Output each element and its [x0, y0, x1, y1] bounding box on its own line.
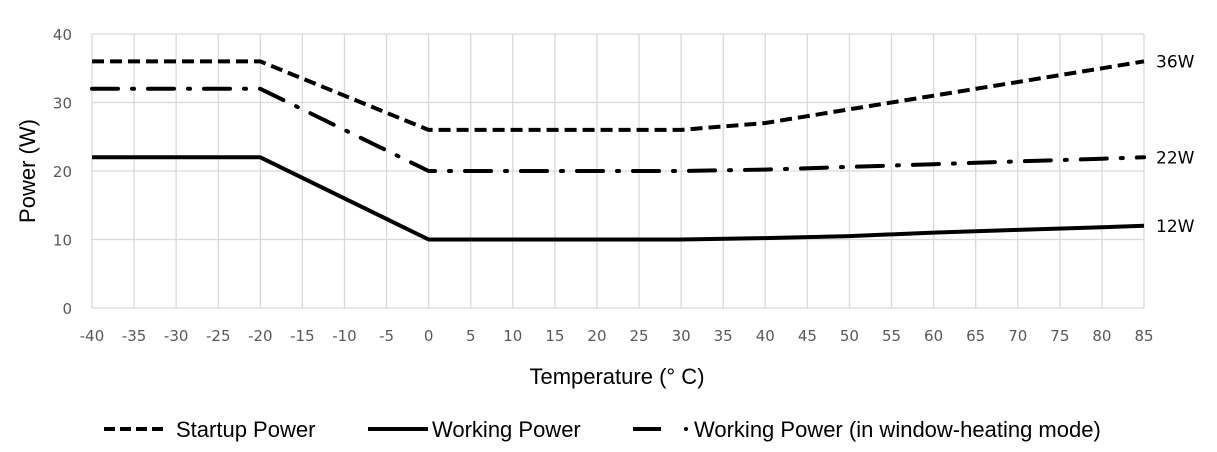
x-tick-label: 65 — [966, 327, 985, 345]
x-tick-label: 10 — [503, 327, 522, 345]
x-tick-label: 85 — [1134, 327, 1153, 345]
y-tick-label: 0 — [62, 300, 72, 318]
x-tick-label: 15 — [545, 327, 564, 345]
series-lines — [90, 59, 1146, 242]
x-tick-label: -35 — [122, 327, 147, 345]
x-axis-ticks: -40 -35 -30 -25 -20 -15 -10 -5 0 5 10 15 20 25 30 35 40 4… — [80, 327, 1154, 345]
x-tick-label: 60 — [924, 327, 943, 345]
legend-label: Startup Power — [176, 417, 315, 442]
legend-item: Startup Power — [104, 417, 315, 442]
x-tick-label: 30 — [672, 327, 691, 345]
x-tick-label: 0 — [424, 327, 434, 345]
x-tick-label: 40 — [756, 327, 775, 345]
y-tick-label: 30 — [53, 95, 72, 113]
x-tick-label: 75 — [1050, 327, 1069, 345]
end-value-label: 12W — [1156, 217, 1195, 237]
end-value-label: 22W — [1156, 148, 1195, 168]
x-tick-label: 45 — [798, 327, 817, 345]
x-tick-label: 5 — [466, 327, 476, 345]
legend: Startup Power Working Power Working Power … — [104, 417, 1101, 442]
x-axis-title: Temperature (° C) — [529, 364, 704, 389]
series-line-0 — [92, 59, 1145, 132]
series-line-1 — [92, 155, 1145, 242]
x-tick-label: -20 — [248, 327, 273, 345]
y-axis-ticks: 0 10 20 30 40 — [53, 26, 72, 318]
y-axis-title: Power (W) — [15, 119, 40, 223]
x-tick-label: 55 — [882, 327, 901, 345]
x-tick-label: 50 — [840, 327, 859, 345]
x-tick-label: -10 — [332, 327, 357, 345]
legend-label: Working Power (in window-heating mode) — [694, 417, 1101, 442]
x-tick-label: -40 — [80, 327, 105, 345]
y-tick-label: 40 — [53, 26, 72, 44]
end-value-label: 36W — [1156, 52, 1195, 72]
y-tick-label: 10 — [53, 232, 72, 250]
x-tick-label: 25 — [629, 327, 648, 345]
x-tick-label: -25 — [206, 327, 231, 345]
x-tick-label: 80 — [1092, 327, 1111, 345]
end-labels: 36W 12W 22W — [1156, 52, 1195, 236]
x-tick-label: 35 — [714, 327, 733, 345]
x-tick-label: -5 — [379, 327, 394, 345]
series-line-2 — [90, 86, 1146, 173]
legend-item: Working Power — [368, 417, 581, 442]
x-tick-label: -15 — [290, 327, 315, 345]
x-tick-label: -30 — [164, 327, 189, 345]
x-tick-label: 70 — [1008, 327, 1027, 345]
x-tick-label: 20 — [587, 327, 606, 345]
legend-item: Working Power (in window-heating mode) — [633, 417, 1101, 442]
y-tick-label: 20 — [53, 163, 72, 181]
legend-label: Working Power — [432, 417, 581, 442]
